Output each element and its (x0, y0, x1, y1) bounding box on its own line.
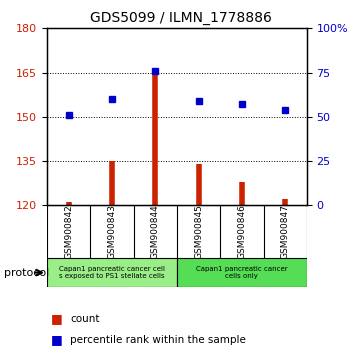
Text: count: count (70, 314, 100, 324)
Text: GSM900843: GSM900843 (108, 204, 116, 259)
Text: percentile rank within the sample: percentile rank within the sample (70, 335, 246, 345)
Text: GDS5099 / ILMN_1778886: GDS5099 / ILMN_1778886 (90, 11, 271, 25)
Text: Capan1 pancreatic cancer
cells only: Capan1 pancreatic cancer cells only (196, 266, 288, 279)
Text: Capan1 pancreatic cancer cell
s exposed to PS1 stellate cells: Capan1 pancreatic cancer cell s exposed … (59, 266, 165, 279)
Text: GSM900844: GSM900844 (151, 205, 160, 259)
Bar (177, 258, 307, 287)
Text: GSM900846: GSM900846 (238, 204, 246, 259)
Text: GSM900842: GSM900842 (64, 205, 73, 259)
Text: ■: ■ (51, 333, 62, 346)
Text: GSM900847: GSM900847 (281, 204, 290, 259)
Text: GSM900845: GSM900845 (194, 204, 203, 259)
Bar (47, 258, 177, 287)
Text: ■: ■ (51, 312, 62, 325)
Text: protocol: protocol (4, 268, 49, 278)
